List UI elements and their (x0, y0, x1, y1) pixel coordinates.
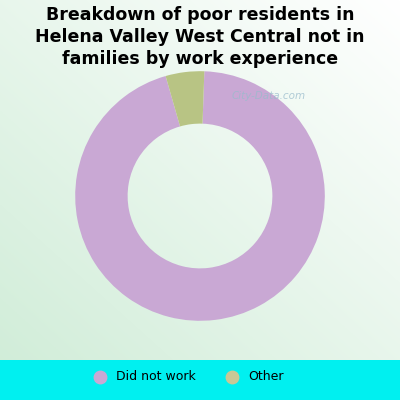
Text: Did not work: Did not work (116, 370, 196, 384)
Wedge shape (166, 71, 204, 126)
Text: Breakdown of poor residents in
Helena Valley West Central not in
families by wor: Breakdown of poor residents in Helena Va… (35, 6, 365, 68)
Text: City-Data.com: City-Data.com (232, 91, 306, 101)
Text: Other: Other (248, 370, 284, 384)
Wedge shape (75, 71, 325, 321)
